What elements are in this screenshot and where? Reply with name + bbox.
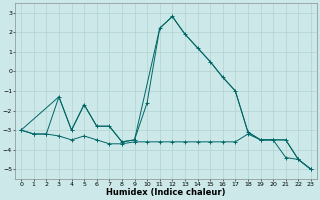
X-axis label: Humidex (Indice chaleur): Humidex (Indice chaleur) — [106, 188, 226, 197]
